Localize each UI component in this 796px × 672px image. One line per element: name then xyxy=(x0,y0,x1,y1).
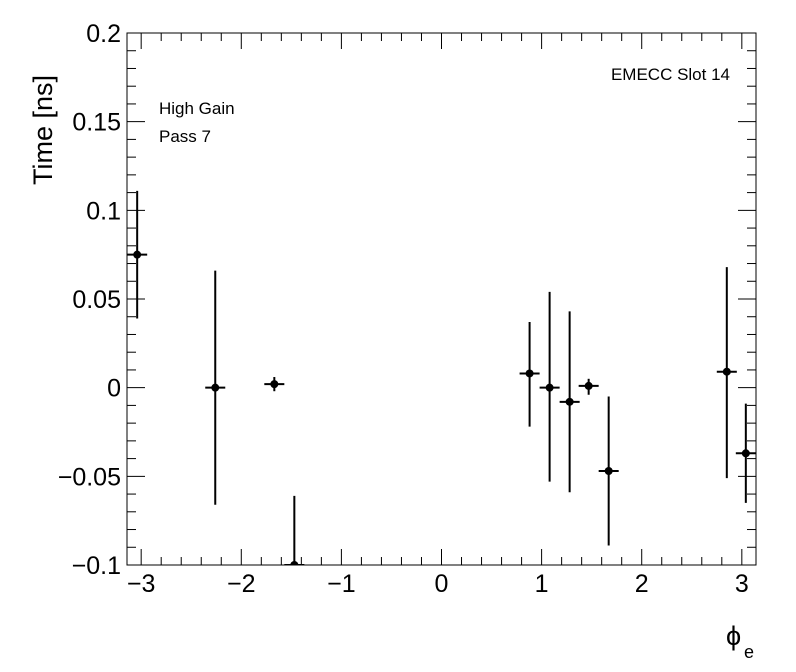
y-tick-label: −0.05 xyxy=(58,463,121,491)
x-tick-labels: −3 −2 −1 0 1 2 3 xyxy=(127,570,749,598)
point-marker xyxy=(741,449,750,458)
y-tick-label: 0.1 xyxy=(86,197,121,225)
x-tick-label: −3 xyxy=(127,570,156,598)
pass-label: Pass 7 xyxy=(159,127,211,146)
y-axis-title: Time [ns] xyxy=(28,75,58,185)
slot-label: EMECC Slot 14 xyxy=(611,65,730,84)
data-point xyxy=(735,403,756,503)
point-marker xyxy=(525,369,534,378)
data-point xyxy=(519,322,540,427)
data-point xyxy=(598,396,619,546)
point-marker xyxy=(545,383,554,392)
data-point xyxy=(284,495,305,565)
point-marker xyxy=(290,561,299,565)
data-point xyxy=(716,267,737,479)
y-tick-label: 0.2 xyxy=(86,20,121,48)
point-marker xyxy=(133,250,142,259)
x-tick-label: −2 xyxy=(227,570,256,598)
point-marker xyxy=(565,397,574,406)
x-axis-title: ϕ xyxy=(726,621,741,651)
point-marker xyxy=(211,383,220,392)
y-tick-labels: −0.1 −0.05 0 0.05 0.1 0.15 0.2 xyxy=(58,20,121,580)
y-tick-label: 0.05 xyxy=(72,286,121,314)
x-tick-label: 1 xyxy=(535,570,549,598)
data-point xyxy=(127,190,148,319)
data-point xyxy=(559,311,580,493)
data-point xyxy=(205,270,226,505)
point-marker xyxy=(604,467,613,476)
x-tick-label: 2 xyxy=(635,570,649,598)
x-axis-title-subscript: e xyxy=(744,642,754,662)
point-marker xyxy=(270,380,279,389)
data-point xyxy=(539,291,560,482)
y-tick-label: 0 xyxy=(107,375,121,403)
y-tick-label: −0.1 xyxy=(72,552,121,580)
gain-label: High Gain xyxy=(159,99,235,118)
data-points xyxy=(127,190,756,565)
point-marker xyxy=(584,381,593,390)
x-tick-label: −1 xyxy=(327,570,356,598)
data-point xyxy=(264,377,285,392)
x-tick-label: 3 xyxy=(735,570,749,598)
point-marker xyxy=(722,367,731,376)
y-tick-label: 0.15 xyxy=(72,109,121,137)
axis-ticks xyxy=(127,32,756,566)
data-point xyxy=(578,378,599,395)
x-tick-label: 0 xyxy=(435,570,449,598)
